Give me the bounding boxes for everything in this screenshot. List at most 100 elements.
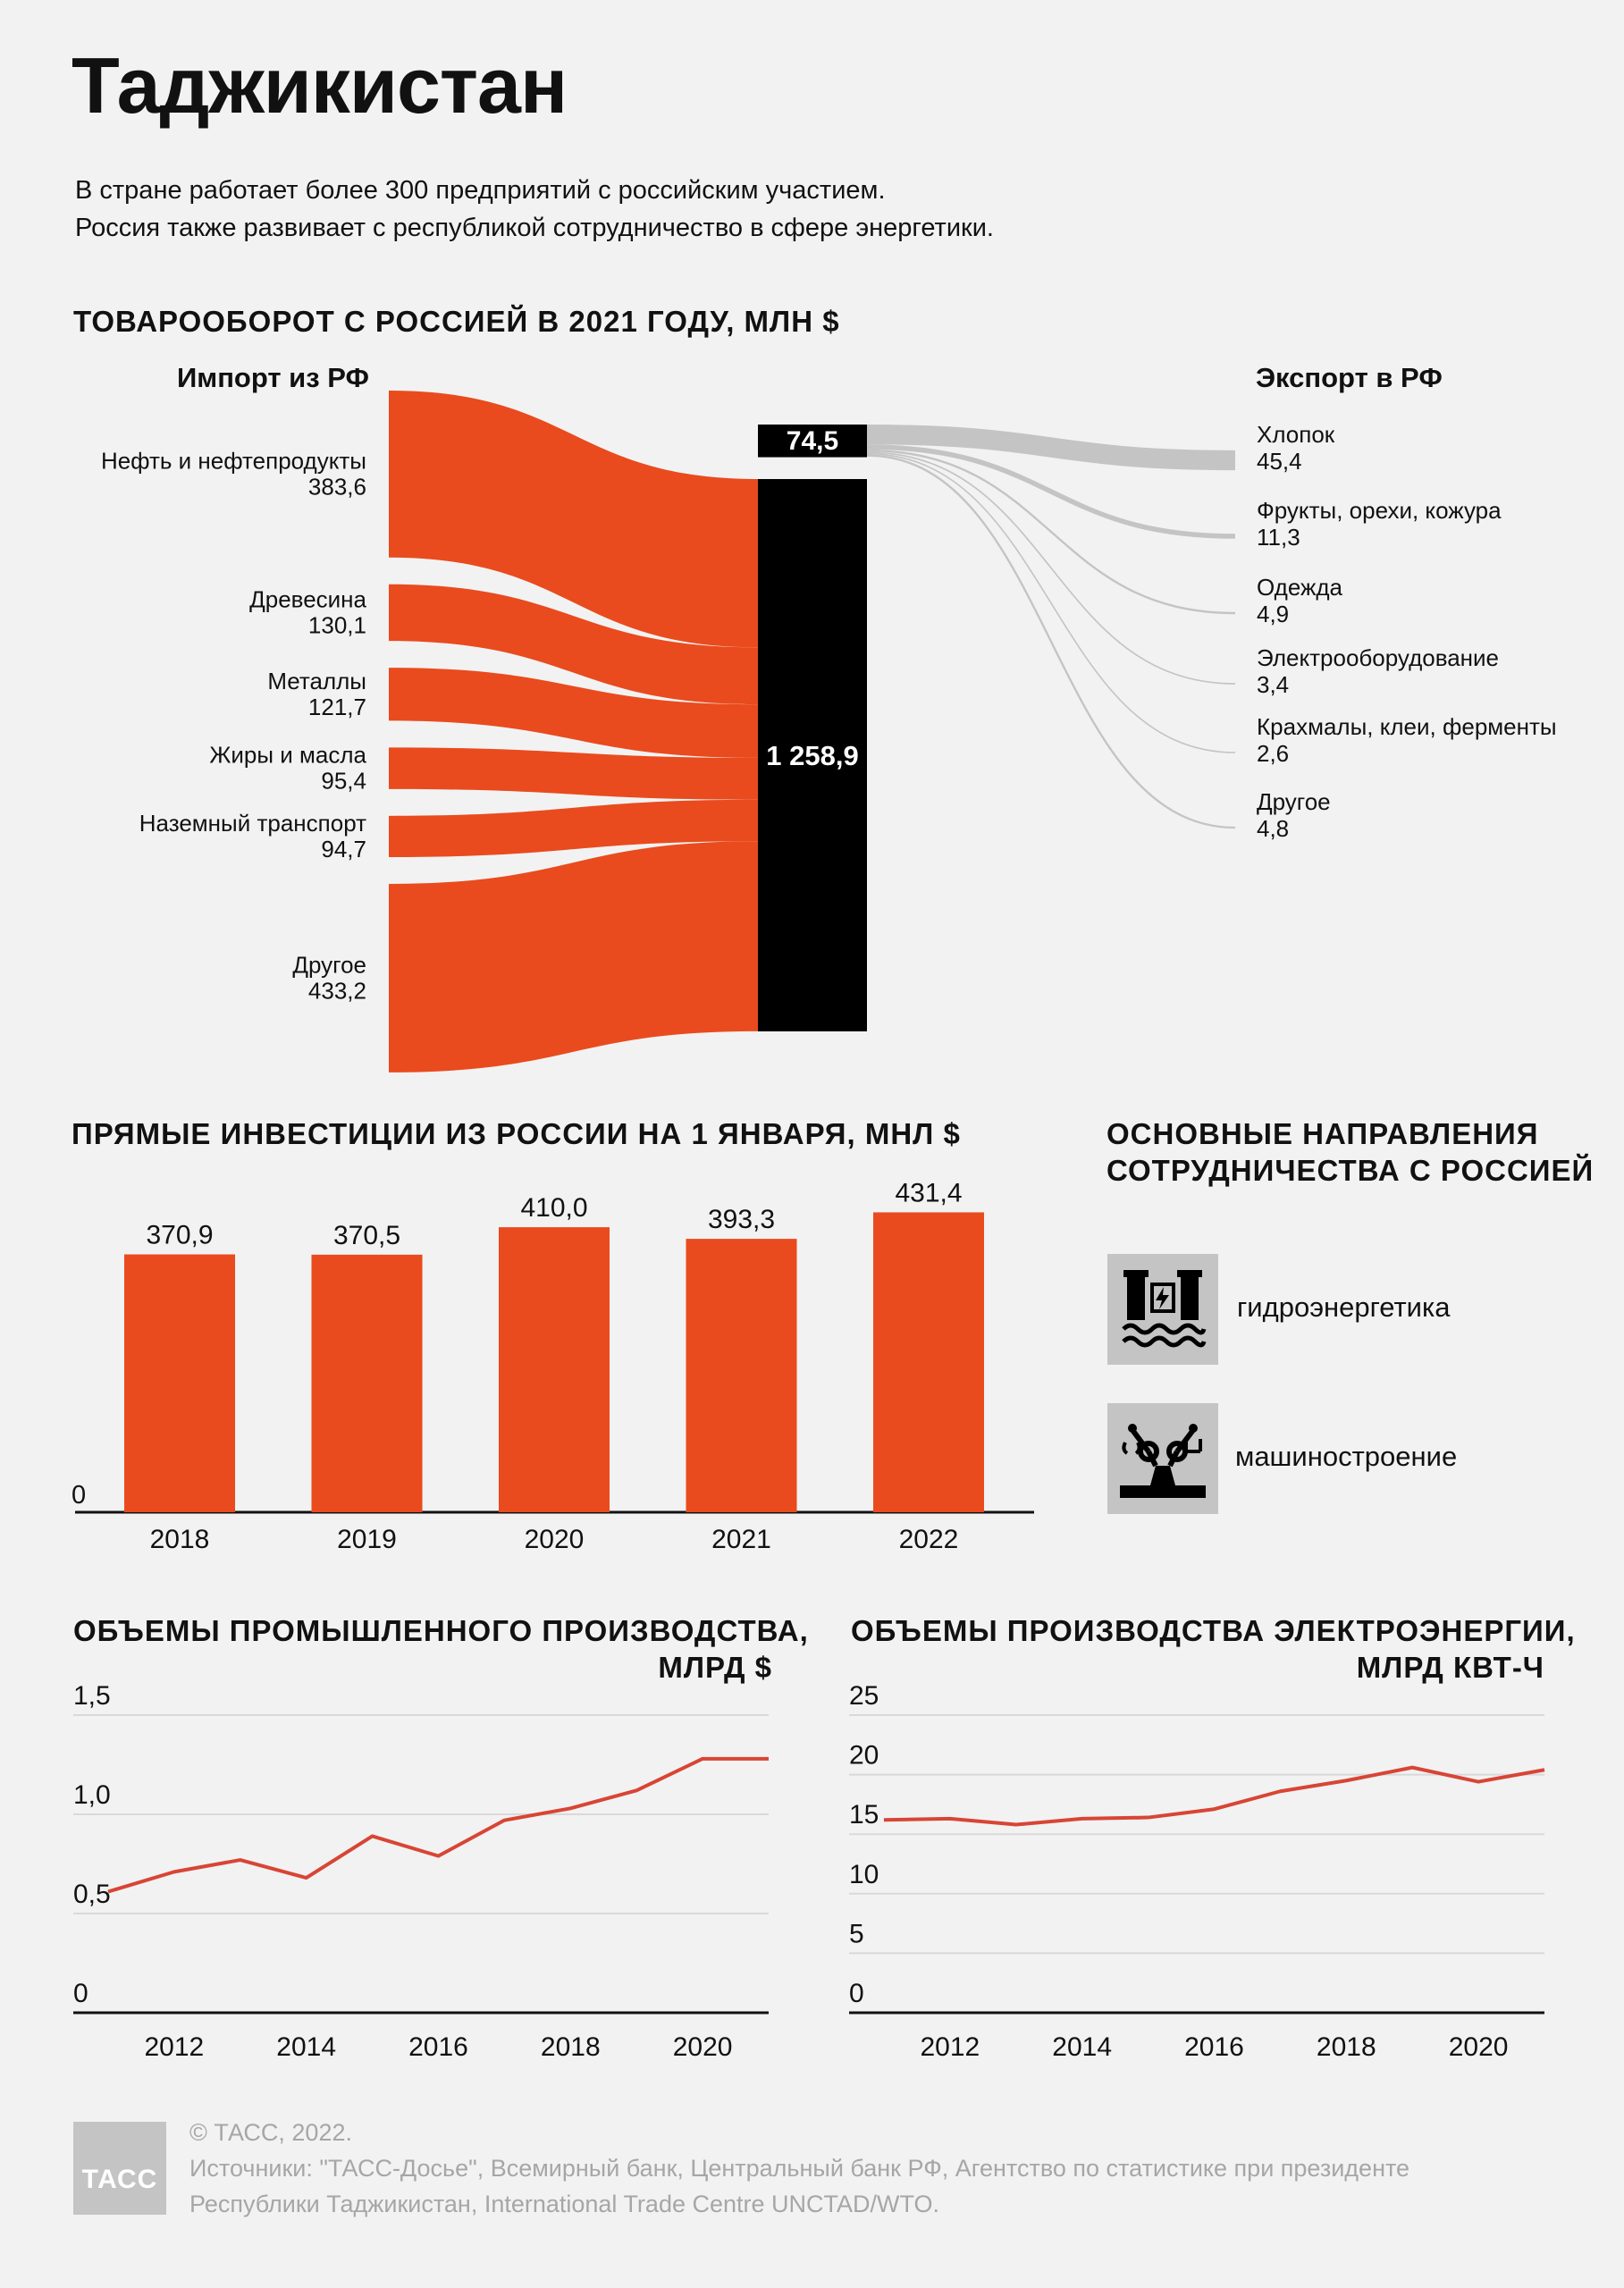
export-value-4: 2,6 (1257, 740, 1289, 767)
bar-category-2020: 2020 (525, 1525, 585, 1554)
export-name-2: Одежда (1257, 574, 1343, 601)
bar-value-2018: 370,9 (146, 1221, 213, 1250)
import-flow-3 (389, 747, 758, 800)
xtick-label: 2012 (920, 2032, 980, 2062)
intro-line-2: Россия также развивает с республикой сот… (75, 214, 994, 242)
ytick-label: 20 (849, 1741, 879, 1771)
import-name-4: Наземный транспорт (139, 810, 366, 837)
import-name-1: Древесина (249, 585, 366, 612)
import-value-5: 433,2 (308, 977, 366, 1004)
footer-sources-line-1: Источники: "ТАСС-Досье", Всемирный банк,… (189, 2155, 1410, 2182)
xtick-label: 2012 (144, 2032, 204, 2062)
import-value-4: 94,7 (321, 836, 366, 862)
page-title: Таджикистан (72, 41, 568, 130)
ytick-label: 5 (849, 1919, 864, 1948)
ytick-label: 0 (849, 1979, 864, 2008)
export-flow-4 (866, 452, 1236, 753)
export-label: Экспорт в РФ (1256, 362, 1443, 393)
bar-2022 (873, 1212, 984, 1512)
import-name-0: Нефть и нефтепродукты (101, 447, 366, 474)
export-value-2: 4,9 (1257, 601, 1289, 627)
bar-2020 (499, 1227, 610, 1512)
import-value-2: 121,7 (308, 694, 366, 720)
footer-sources-line-2: Республики Таджикистан, International Tr… (189, 2191, 940, 2217)
series-line (883, 1765, 1545, 1827)
export-flow-1 (866, 444, 1236, 539)
investment-section-title: ПРЯМЫЕ ИНВЕСТИЦИИ ИЗ РОССИИ НА 1 ЯНВАРЯ,… (72, 1117, 961, 1150)
export-flow-2 (866, 449, 1236, 615)
import-flow-1 (389, 584, 758, 705)
export-flow-3 (866, 451, 1236, 685)
bar-2018 (124, 1254, 235, 1512)
bar-category-2018: 2018 (150, 1525, 210, 1554)
xtick-label: 2016 (1184, 2032, 1244, 2062)
import-flow-4 (389, 799, 758, 857)
robotic-arms-icon (1107, 1403, 1218, 1514)
export-total-bar (758, 425, 867, 458)
bar-zero-label: 0 (72, 1481, 86, 1510)
export-name-5: Другое (1257, 788, 1331, 815)
export-name-1: Фрукты, орехи, кожура (1257, 497, 1502, 524)
series-line (107, 1756, 769, 1894)
trade-section-title: ТОВАРООБОРОТ С РОССИЕЙ В 2021 ГОДУ, МЛН … (73, 305, 840, 338)
electricity-title-line-1: ОБЪЕМЫ ПРОИЗВОДСТВА ЭЛЕКТРОЭНЕРГИИ, (851, 1614, 1576, 1647)
bar-value-2021: 393,3 (708, 1205, 775, 1234)
xtick-label: 2014 (276, 2032, 336, 2062)
industry-title-line-2: МЛРД $ (658, 1651, 772, 1684)
coop-title-line-2: СОТРУДНИЧЕСТВА С РОССИЕЙ (1107, 1154, 1595, 1187)
ytick-label: 10 (849, 1860, 879, 1889)
hydropower-icon (1107, 1254, 1218, 1365)
import-value-0: 383,6 (308, 473, 366, 500)
xtick-label: 2020 (1449, 2032, 1509, 2062)
export-value-0: 45,4 (1257, 448, 1302, 475)
bar-2019 (311, 1254, 423, 1512)
import-flow-5 (389, 841, 758, 1072)
export-name-3: Электрооборудование (1257, 644, 1499, 671)
investment-bar-chart: 0 370,9 2018 370,5 2019 410,0 2020 393,3 2021 431… (72, 1178, 1034, 1554)
tass-logo: ТАСС (73, 2122, 166, 2215)
bar-2021 (686, 1239, 797, 1512)
import-name-5: Другое (292, 951, 366, 978)
import-flow-0 (389, 391, 758, 648)
ytick-label: 1,5 (73, 1681, 111, 1711)
coop-item-machinery: машиностроение (1235, 1441, 1458, 1472)
export-total-label: 74,5 (787, 426, 838, 456)
import-name-2: Металлы (267, 668, 366, 694)
xtick-label: 2018 (1317, 2032, 1376, 2062)
xtick-label: 2018 (541, 2032, 601, 2062)
xtick-label: 2016 (408, 2032, 468, 2062)
import-total-label: 1 258,9 (766, 740, 858, 771)
export-name-0: Хлопок (1257, 421, 1335, 448)
bar-value-2022: 431,4 (895, 1178, 962, 1207)
trade-sankey-chart: Импорт из РФ Экспорт в РФ Нефть и нефтеп… (101, 362, 1557, 1072)
import-label: Импорт из РФ (177, 362, 369, 393)
export-flow-5 (866, 454, 1236, 829)
export-value-1: 11,3 (1257, 524, 1300, 551)
export-name-4: Крахмалы, клеи, ферменты (1257, 713, 1557, 740)
import-value-3: 95,4 (321, 768, 366, 795)
import-value-1: 130,1 (308, 611, 366, 638)
import-flow-2 (389, 668, 758, 758)
bar-category-2022: 2022 (899, 1525, 959, 1554)
ytick-label: 25 (849, 1681, 879, 1711)
electricity-line-chart: 0 5 10 15 20 25 2012 2014 2016 2018 2020 (849, 1681, 1545, 2062)
ytick-label: 0,5 (73, 1880, 111, 1909)
ytick-label: 0 (73, 1979, 88, 2008)
ytick-label: 1,0 (73, 1780, 111, 1810)
coop-title-line-1: ОСНОВНЫЕ НАПРАВЛЕНИЯ (1107, 1117, 1539, 1150)
bar-value-2020: 410,0 (520, 1193, 587, 1223)
export-value-3: 3,4 (1257, 671, 1289, 698)
industry-line-chart: 0 0,5 1,0 1,5 2012 2014 2016 2018 2020 (73, 1681, 769, 2062)
ytick-label: 15 (849, 1800, 879, 1830)
bar-value-2019: 370,5 (333, 1221, 400, 1250)
electricity-title-line-2: МЛРД КВТ-Ч (1356, 1651, 1544, 1684)
export-flow-0 (866, 425, 1236, 471)
intro-line-1: В стране работает более 300 предприятий … (75, 176, 886, 205)
industry-title-line-1: ОБЪЕМЫ ПРОМЫШЛЕННОГО ПРОИЗВОДСТВА, (73, 1614, 809, 1647)
coop-item-hydropower: гидроэнергетика (1237, 1291, 1451, 1323)
xtick-label: 2014 (1052, 2032, 1112, 2062)
bar-category-2021: 2021 (711, 1525, 771, 1554)
import-name-3: Жиры и масла (209, 742, 366, 769)
export-value-5: 4,8 (1257, 815, 1289, 842)
xtick-label: 2020 (673, 2032, 733, 2062)
